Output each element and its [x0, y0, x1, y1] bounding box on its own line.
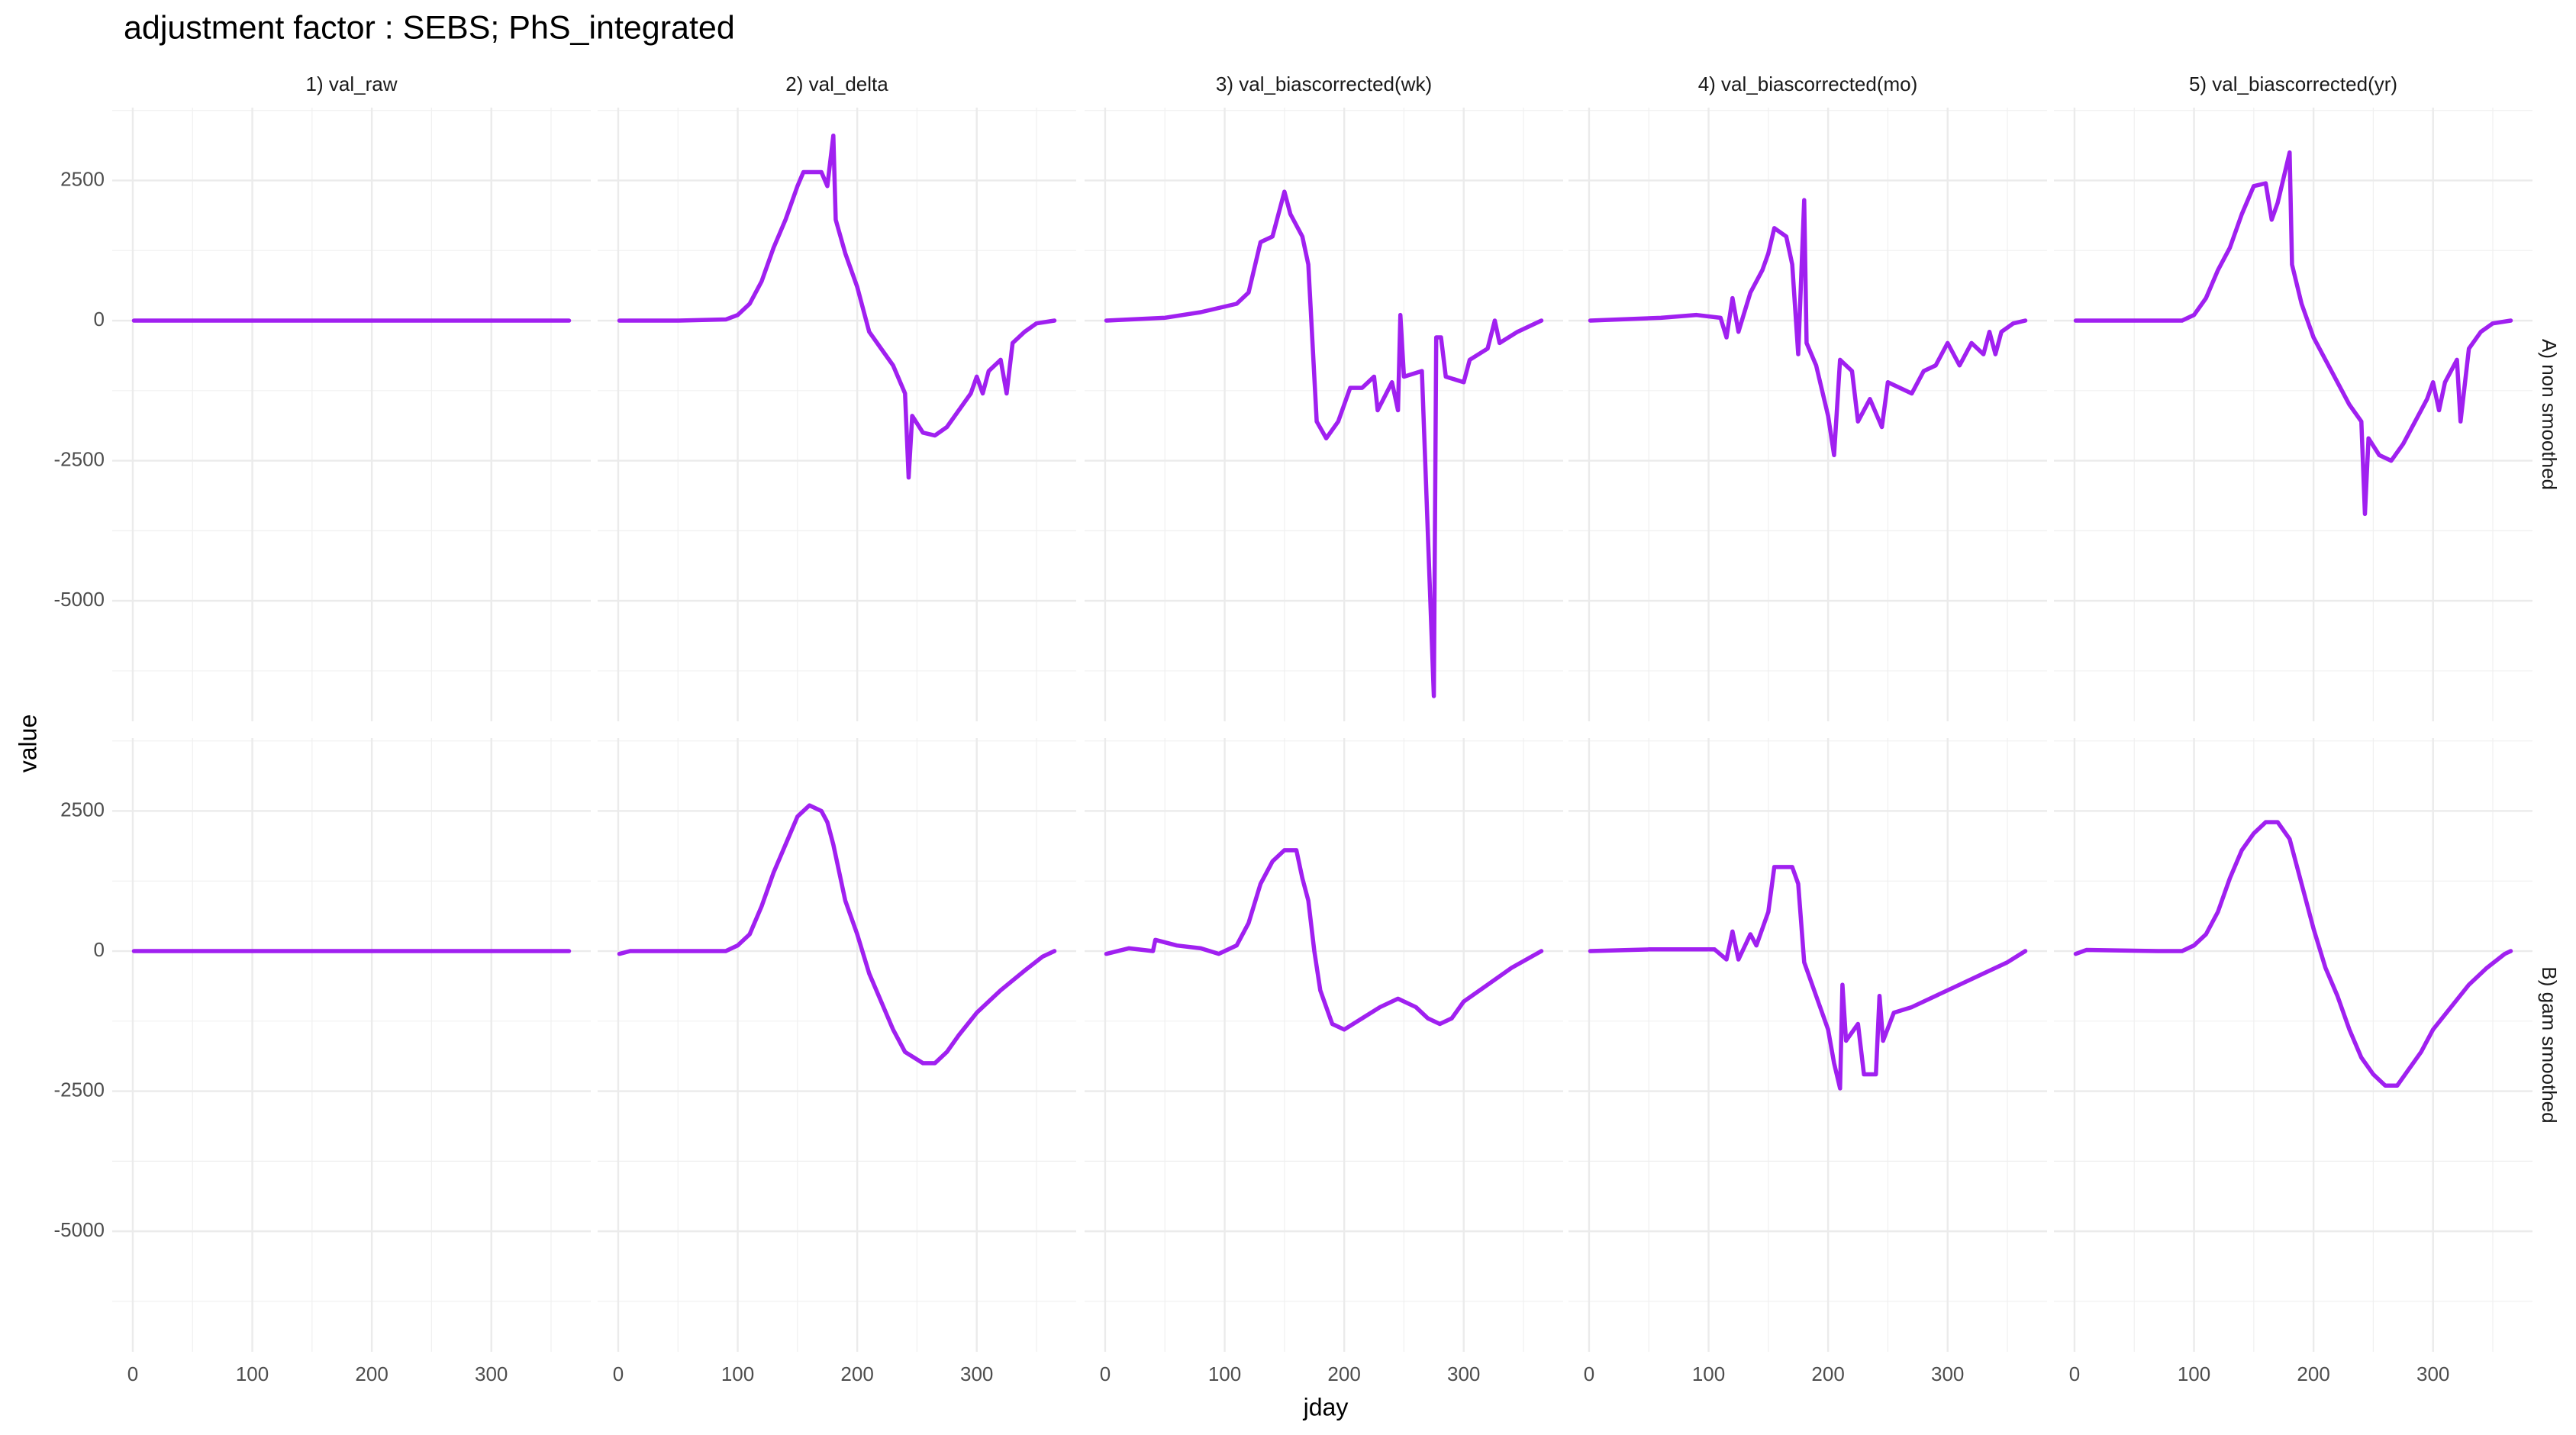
line [1588, 865, 2028, 1091]
line [1104, 189, 1544, 698]
x-tick-label: 300 [960, 1362, 993, 1385]
x-tick-label: 0 [1100, 1362, 1111, 1385]
y-tick-label: -5000 [54, 1218, 105, 1241]
chart-title: adjustment factor : SEBS; PhS_integrated [124, 9, 735, 46]
x-tick-label: 200 [355, 1362, 388, 1385]
y-tick-label: 2500 [60, 798, 105, 821]
x-tick-label: 300 [1931, 1362, 1964, 1385]
x-tick-label: 200 [1327, 1362, 1360, 1385]
line [617, 803, 1057, 1066]
x-tick-label: 100 [2178, 1362, 2210, 1385]
strip-label: A) non smoothed [2538, 339, 2561, 490]
x-tick-label: 200 [1811, 1362, 1844, 1385]
line [2073, 820, 2513, 1088]
x-tick-label: 300 [1447, 1362, 1480, 1385]
x-tick-label: 0 [127, 1362, 138, 1385]
line [1588, 198, 2028, 457]
strip-label: B) gam smoothed [2538, 966, 2561, 1123]
x-tick-label: 100 [1208, 1362, 1241, 1385]
y-tick-label: 0 [94, 938, 105, 961]
x-tick-label: 100 [236, 1362, 269, 1385]
line [1104, 848, 1544, 1032]
x-tick-label: 200 [840, 1362, 873, 1385]
strip-label: 4) val_biascorrected(mo) [1698, 73, 1918, 95]
y-tick-label: -5000 [54, 588, 105, 611]
x-tick-label: 0 [2069, 1362, 2080, 1385]
x-tick-label: 200 [2297, 1362, 2329, 1385]
x-tick-label: 100 [721, 1362, 754, 1385]
x-tick-label: 0 [613, 1362, 624, 1385]
x-tick-label: 0 [1584, 1362, 1594, 1385]
x-tick-label: 300 [2416, 1362, 2449, 1385]
strip-label: 3) val_biascorrected(wk) [1216, 73, 1432, 95]
line [617, 133, 1057, 480]
x-axis-label: jday [1303, 1393, 1349, 1420]
y-tick-label: 2500 [60, 167, 105, 190]
strip-label: 2) val_delta [785, 73, 888, 95]
y-tick-label: 0 [94, 308, 105, 331]
y-tick-label: -2500 [54, 447, 105, 470]
y-tick-label: -2500 [54, 1078, 105, 1101]
strip-label: 1) val_raw [306, 73, 398, 95]
y-axis-label: value [14, 714, 41, 773]
x-tick-label: 300 [475, 1362, 508, 1385]
x-tick-label: 100 [1692, 1362, 1725, 1385]
line [2073, 150, 2513, 517]
strip-label: 5) val_biascorrected(yr) [2189, 73, 2397, 95]
